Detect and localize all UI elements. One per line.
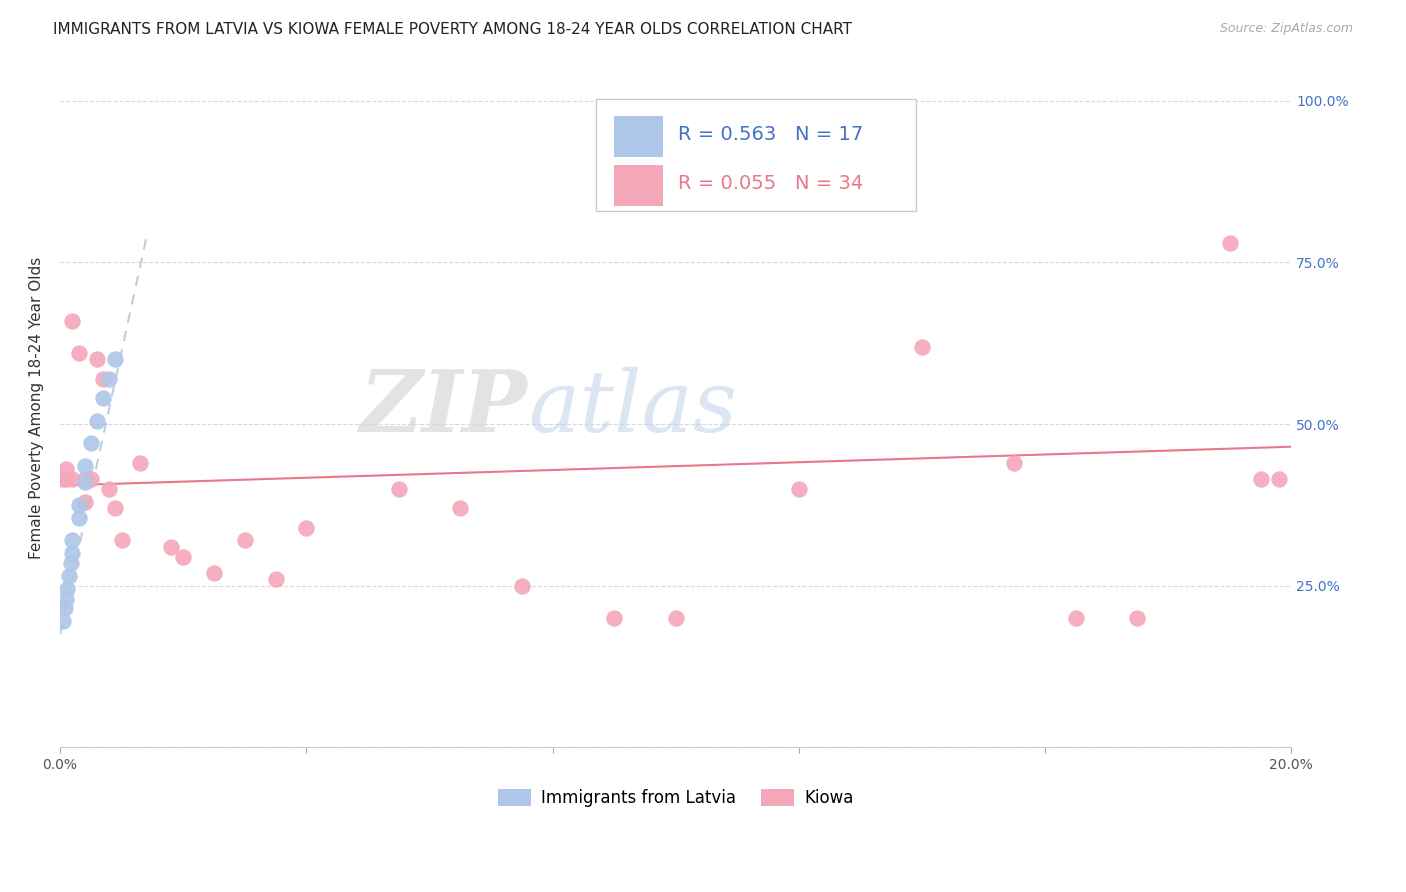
Point [67,511,90,525]
Point [91,391,114,405]
Point [91,372,114,386]
Point [67,498,90,512]
Point [1126,611,1149,625]
FancyBboxPatch shape [596,99,915,211]
Point [104,501,127,516]
Point [80,436,103,450]
Point [1268,472,1291,486]
Point [202,566,225,580]
Point [264,572,287,586]
Point [52,614,75,628]
Point [52,472,75,486]
FancyBboxPatch shape [614,165,664,206]
Point [58,569,80,583]
Point [73,472,96,486]
Point [129,456,152,470]
Point [60,556,83,570]
Point [60,533,83,548]
Point [55,591,77,606]
Point [1002,456,1025,470]
Point [172,549,194,564]
Point [787,482,810,496]
Legend: Immigrants from Latvia, Kiowa: Immigrants from Latvia, Kiowa [491,782,860,814]
Point [53,601,76,615]
Point [98,482,121,496]
Point [98,372,121,386]
Text: ZIP: ZIP [360,367,527,450]
Point [60,313,83,327]
Point [449,501,471,516]
Point [60,546,83,560]
Point [86,352,108,367]
Point [73,494,96,508]
Point [73,459,96,474]
Point [73,475,96,490]
Point [665,611,688,625]
Point [86,414,108,428]
FancyBboxPatch shape [614,116,664,157]
Text: R = 0.563   N = 17: R = 0.563 N = 17 [678,125,863,144]
Point [233,533,256,548]
Point [388,482,411,496]
Point [911,339,934,353]
Text: IMMIGRANTS FROM LATVIA VS KIOWA FEMALE POVERTY AMONG 18-24 YEAR OLDS CORRELATION: IMMIGRANTS FROM LATVIA VS KIOWA FEMALE P… [53,22,852,37]
Point [603,611,626,625]
Point [60,472,83,486]
Y-axis label: Female Poverty Among 18-24 Year Olds: Female Poverty Among 18-24 Year Olds [30,257,44,559]
Point [1250,472,1272,486]
Text: R = 0.055   N = 34: R = 0.055 N = 34 [678,174,863,193]
Point [1064,611,1087,625]
Point [55,472,77,486]
Point [104,352,127,367]
Point [160,540,183,554]
Text: atlas: atlas [527,367,737,450]
Point [55,462,77,476]
Point [67,346,90,360]
Point [56,582,79,596]
Point [80,472,103,486]
Text: Source: ZipAtlas.com: Source: ZipAtlas.com [1219,22,1353,36]
Point [295,520,318,534]
Point [510,579,533,593]
Point [1219,236,1241,251]
Point [110,533,132,548]
